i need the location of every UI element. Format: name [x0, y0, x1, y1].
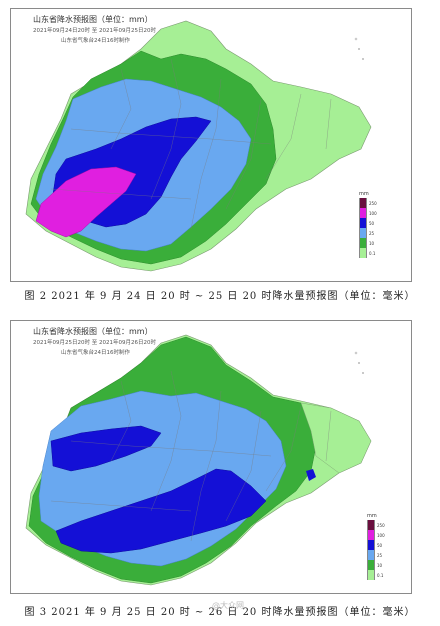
forecast-map-panel-2: 山东省降水预报图（单位：mm） 2021年09月25日20时 至 2021年09… — [10, 320, 412, 594]
shandong-rainfall-map-1 — [25, 20, 372, 272]
map-issuer: 山东省气象台24日16时制作 — [61, 350, 130, 356]
watermark: @大众网 — [212, 601, 244, 610]
map-header-1: 山东省降水预报图（单位：mm） 2021年09月24日20时 至 2021年09… — [33, 15, 156, 46]
shandong-rainfall-map-2 — [25, 334, 372, 586]
map-header-2: 山东省降水预报图（单位：mm） 2021年09月25日20时 至 2021年09… — [33, 327, 156, 358]
islands — [354, 37, 365, 61]
region-dark-blue-north — [50, 425, 162, 472]
legend-label: 50 — [369, 220, 375, 226]
legend-label: 0.1 — [377, 572, 384, 578]
legend-label: 10 — [369, 240, 375, 246]
region-light-green-east — [300, 402, 372, 474]
legend-label: 10 — [377, 562, 383, 568]
islands — [354, 351, 365, 375]
legend-label: 50 — [377, 542, 383, 548]
legend-label: 25 — [369, 230, 375, 236]
legend-unit: mm — [359, 191, 369, 197]
figure-caption-3: 图 3 2021 年 9 月 25 日 20 时 ~ 26 日 20 时降水量预… — [24, 607, 416, 618]
city-boundaries — [50, 370, 332, 542]
legend-label: 100 — [369, 210, 377, 216]
figure-caption-2: 图 2 2021 年 9 月 24 日 20 时 ~ 25 日 20 时降水量预… — [24, 291, 416, 302]
map-title: 山东省降水预报图（单位：mm） — [33, 15, 153, 24]
legend-label: 100 — [377, 532, 385, 538]
legend-label: 250 — [377, 522, 385, 528]
map-time-range: 2021年09月24日20时 至 2021年09月25日20时 — [33, 28, 156, 34]
region-magenta — [35, 166, 137, 238]
legend-label: 250 — [369, 200, 377, 206]
region-dark-blue-east — [306, 469, 316, 481]
city-boundaries — [50, 58, 332, 230]
forecast-map-panel-1: 山东省降水预报图（单位：mm） 2021年09月24日20时 至 2021年09… — [10, 8, 412, 282]
map-legend-1: mm 250 100 50 25 10 0.1 — [359, 191, 377, 258]
legend-label: 25 — [377, 552, 383, 558]
legend-unit: mm — [367, 513, 377, 519]
map-issuer: 山东省气象台24日16时制作 — [61, 38, 130, 44]
region-dark-blue-south — [55, 468, 267, 554]
map-time-range: 2021年09月25日20时 至 2021年09月26日20时 — [33, 340, 156, 346]
map-legend-2: mm 250 100 50 25 10 0.1 — [367, 513, 385, 580]
legend-label: 0.1 — [369, 250, 376, 256]
map-title: 山东省降水预报图（单位：mm） — [33, 327, 153, 336]
